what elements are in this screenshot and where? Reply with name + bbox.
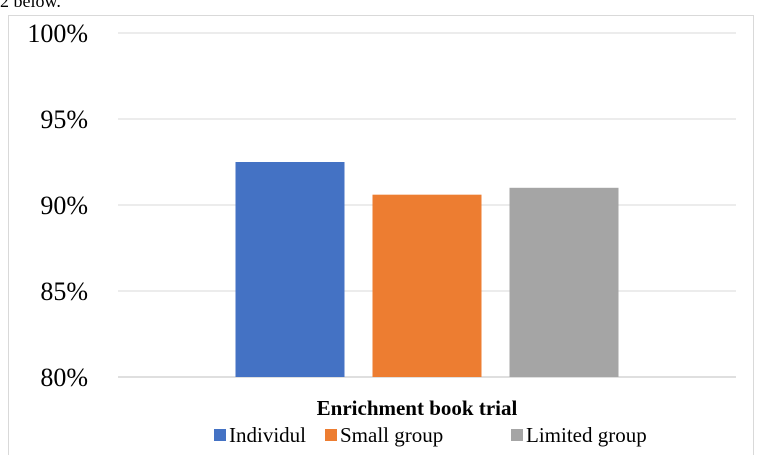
legend-label: Limited group [526,423,647,447]
legend: Individul Small group Limited group [214,423,647,447]
y-axis-ticks: 80% 85% 90% 95% 100% [27,19,88,392]
legend-label: Small group [340,423,443,447]
x-category-label: Enrichment book trial [317,396,518,420]
chart-frame [8,15,754,455]
bar-individul [235,162,345,377]
y-tick-label: 80% [40,363,88,392]
legend-swatch-small-group [325,429,337,441]
page-text-fragment: 2 below. [0,0,61,11]
y-tick-label: 100% [27,19,88,48]
legend-swatch-limited-group [511,429,523,441]
bar-limited-group [509,187,619,377]
y-tick-label: 90% [40,191,88,220]
bars [235,162,619,377]
legend-label: Individul [229,423,306,447]
x-axis-labels: Enrichment book trial [317,396,518,420]
bar-small-group [372,194,482,377]
y-tick-label: 85% [40,277,88,306]
legend-swatch-individul [214,429,226,441]
y-tick-label: 95% [40,105,88,134]
